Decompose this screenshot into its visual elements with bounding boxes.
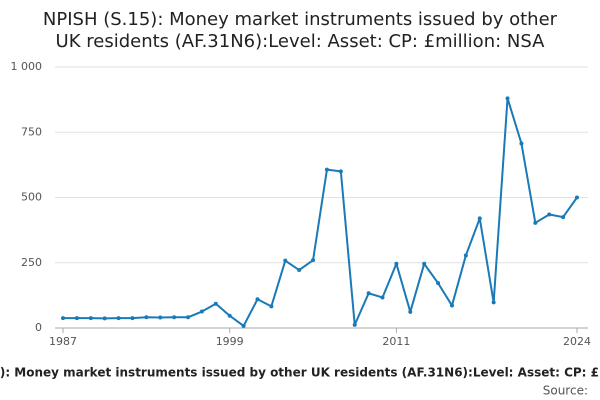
point [533, 220, 538, 225]
x-tick-label: 2011 [382, 335, 410, 348]
point [269, 304, 274, 309]
point [283, 258, 288, 263]
y-tick-label: 1 000 [11, 60, 43, 73]
point [199, 309, 204, 314]
point [227, 313, 232, 318]
point [324, 167, 329, 172]
y-tick-label: 250 [21, 256, 42, 269]
point [477, 216, 482, 221]
point [61, 316, 65, 321]
point [463, 253, 468, 258]
point [491, 300, 496, 305]
point [519, 141, 524, 146]
x-tick-label: 1987 [49, 335, 77, 348]
point [213, 301, 218, 306]
point [130, 316, 135, 321]
point [116, 316, 121, 321]
point [241, 323, 246, 328]
line [63, 97, 578, 327]
point [366, 291, 371, 296]
point [449, 303, 454, 308]
point [408, 309, 413, 314]
point [561, 215, 566, 220]
point [505, 96, 510, 101]
point [547, 212, 552, 217]
chart-title: NPISH (S.15): Money market instruments i… [43, 9, 558, 30]
point [158, 315, 163, 320]
point [172, 315, 177, 320]
source: Source: [543, 384, 588, 398]
point [186, 315, 191, 320]
point [88, 316, 93, 321]
point [297, 268, 302, 273]
x-tick-label: 2024 [563, 335, 591, 348]
y-tick-label: 0 [35, 321, 42, 334]
point [74, 316, 79, 321]
point [575, 195, 579, 200]
x-tick-label: 1999 [216, 335, 244, 348]
point [311, 258, 316, 263]
point [338, 169, 343, 174]
point [436, 281, 441, 286]
point [422, 261, 427, 266]
point [380, 295, 385, 300]
y-tick-label: 500 [21, 191, 42, 204]
point [144, 315, 149, 320]
caption: NPISH (S.15): Money market instruments i… [0, 366, 600, 380]
point [102, 316, 107, 321]
point [255, 297, 260, 302]
point [352, 322, 357, 327]
chart-title: UK residents (AF.31N6):Level: Asset: CP:… [56, 31, 546, 52]
y-tick-label: 750 [21, 125, 42, 138]
point [394, 261, 399, 266]
